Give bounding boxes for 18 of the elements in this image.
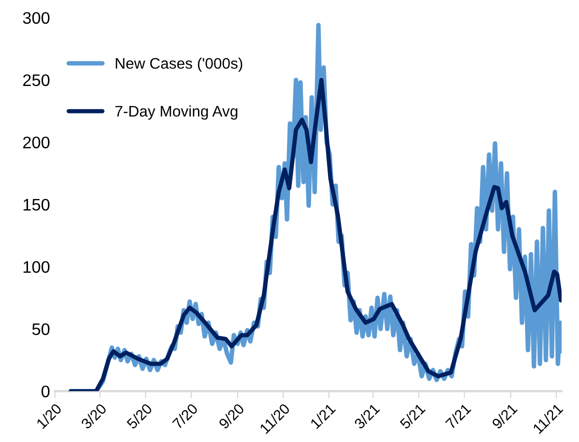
y-tick-label: 0 [42,386,50,398]
x-tick-label: 9/21 [491,402,518,430]
y-tick-label: 50 [32,323,50,336]
y-tick-label: 300 [22,12,50,24]
x-tick-label: 5/20 [126,402,153,430]
x-tick-label: 9/20 [218,402,245,430]
y-tick-label: 150 [24,198,50,211]
x-tick-label: 5/21 [399,402,426,430]
legend-label: 7-Day Moving Avg [115,105,238,120]
x-tick-label: 1/21 [310,402,336,430]
x-tick-label: 7/21 [444,402,472,430]
legend-label: New Cases ('000s) [116,58,242,72]
x-tick-label: 3/21 [353,402,380,430]
y-tick-label: 200 [23,136,50,148]
x-tick-label: 7/20 [172,402,198,430]
x-tick-label: 3/20 [80,402,108,430]
y-tick-label: 250 [23,74,50,86]
y-tick-label: 100 [24,261,50,273]
